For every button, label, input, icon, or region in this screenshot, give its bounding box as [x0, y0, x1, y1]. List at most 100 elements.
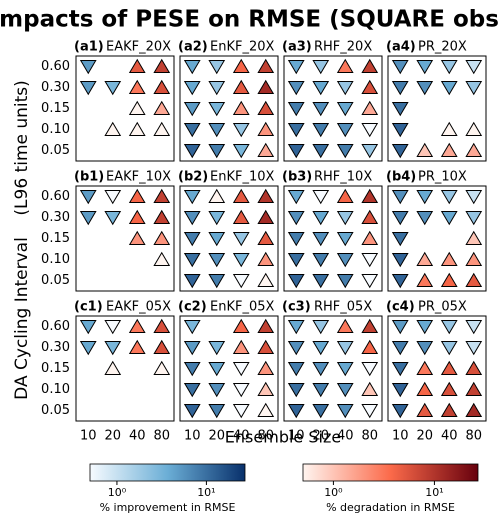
triangle-marker: [183, 190, 201, 205]
triangle-marker: [336, 123, 354, 138]
triangle-marker: [336, 383, 354, 398]
panel-label: (a4): [386, 40, 416, 55]
triangle-marker: [153, 209, 171, 224]
triangle-marker: [416, 402, 434, 417]
triangle-marker: [257, 142, 275, 157]
x-tick-label: 20: [416, 429, 433, 444]
y-tick-label: 0.30: [41, 80, 70, 95]
triangle-marker: [465, 402, 483, 417]
triangle-marker: [287, 362, 305, 377]
triangle-marker: [208, 211, 226, 226]
triangle-marker: [153, 188, 171, 203]
triangle-marker: [232, 209, 250, 224]
triangle-marker: [336, 81, 354, 96]
triangle-marker: [391, 320, 409, 335]
triangle-marker: [153, 339, 171, 354]
triangle-marker: [336, 253, 354, 268]
triangle-marker: [128, 318, 146, 333]
triangle-marker: [391, 253, 409, 268]
y-tick-label: 0.60: [41, 189, 70, 204]
triangle-marker: [208, 341, 226, 356]
y-axis-label: DA Cycling Interval (L96 time units): [12, 80, 32, 400]
triangle-marker: [361, 381, 379, 396]
triangle-marker: [416, 251, 434, 266]
triangle-marker: [465, 121, 483, 136]
triangle-marker: [257, 230, 275, 245]
triangle-marker: [361, 144, 379, 159]
x-tick-label: 10: [392, 429, 409, 444]
triangle-marker: [232, 274, 250, 289]
triangle-marker: [361, 58, 379, 73]
y-tick-label: 0.05: [41, 273, 70, 288]
panel-label: (b1): [74, 170, 104, 185]
triangle-marker: [465, 381, 483, 396]
triangle-marker: [257, 318, 275, 333]
triangle-marker: [128, 188, 146, 203]
triangle-marker: [232, 79, 250, 94]
panel-frame: [283, 55, 383, 162]
triangle-marker: [416, 320, 434, 335]
triangle-marker: [79, 190, 97, 205]
triangle-marker: [232, 339, 250, 354]
panel-title: PR_20X: [418, 40, 467, 55]
triangle-marker: [257, 251, 275, 266]
triangle-marker: [104, 211, 122, 226]
triangle-marker: [208, 232, 226, 247]
triangle-marker: [465, 272, 483, 287]
triangle-marker: [361, 253, 379, 268]
triangle-marker: [465, 142, 483, 157]
triangle-marker: [312, 123, 330, 138]
triangle-marker: [391, 81, 409, 96]
panel-label: (b2): [178, 170, 208, 185]
panel-frame: [179, 55, 279, 162]
triangle-marker: [336, 404, 354, 419]
triangle-marker: [416, 360, 434, 375]
triangle-marker: [128, 121, 146, 136]
triangle-marker: [336, 274, 354, 289]
triangle-marker: [312, 383, 330, 398]
panel-frame: [179, 315, 279, 422]
colorbar: [302, 463, 479, 482]
triangle-marker: [208, 188, 226, 203]
triangle-marker: [440, 81, 458, 96]
x-tick-label: 40: [337, 429, 354, 444]
triangle-marker: [104, 360, 122, 375]
colorbar: [89, 463, 246, 482]
triangle-marker: [183, 341, 201, 356]
triangle-marker: [104, 341, 122, 356]
panel-title: EnKF_10X: [210, 170, 274, 185]
triangle-marker: [361, 188, 379, 203]
triangle-marker: [440, 381, 458, 396]
triangle-marker: [287, 383, 305, 398]
chart-title: Impacts of PESE on RMSE (SQUARE obs): [0, 7, 500, 33]
triangle-marker: [153, 230, 171, 245]
y-tick-label: 0.30: [41, 210, 70, 225]
triangle-marker: [287, 404, 305, 419]
triangle-marker: [391, 383, 409, 398]
triangle-marker: [153, 79, 171, 94]
triangle-marker: [287, 190, 305, 205]
colorbar-tick-label: 10⁰: [108, 486, 127, 499]
triangle-marker: [208, 274, 226, 289]
triangle-marker: [312, 81, 330, 96]
triangle-marker: [391, 362, 409, 377]
triangle-marker: [153, 121, 171, 136]
triangle-marker: [232, 318, 250, 333]
triangle-marker: [153, 251, 171, 266]
triangle-marker: [183, 320, 201, 335]
panel-title: EnKF_05X: [210, 300, 274, 315]
triangle-marker: [257, 58, 275, 73]
y-tick-label: 0.30: [41, 340, 70, 355]
triangle-marker: [183, 404, 201, 419]
triangle-marker: [232, 58, 250, 73]
triangle-marker: [361, 404, 379, 419]
triangle-marker: [440, 190, 458, 205]
triangle-marker: [465, 230, 483, 245]
panel-title: EAKF_20X: [106, 40, 171, 55]
triangle-marker: [440, 251, 458, 266]
x-tick-label: 40: [441, 429, 458, 444]
triangle-marker: [361, 123, 379, 138]
panel-title: RHF_10X: [314, 170, 372, 185]
triangle-marker: [440, 360, 458, 375]
triangle-marker: [79, 341, 97, 356]
